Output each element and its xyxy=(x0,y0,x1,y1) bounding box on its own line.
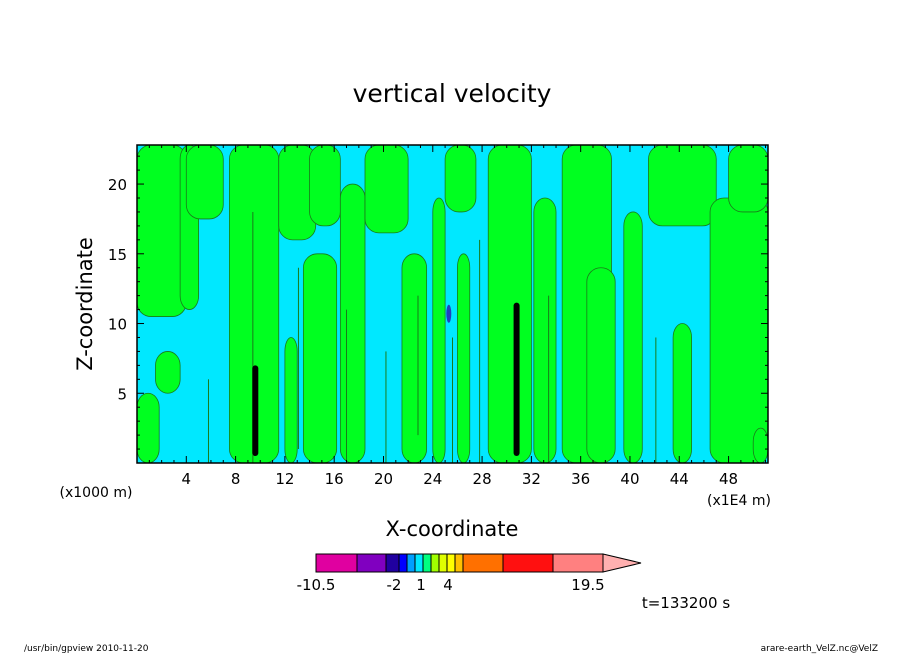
updraft-region xyxy=(432,197,446,464)
updraft-region xyxy=(444,144,477,213)
x-tick-label: 40 xyxy=(620,470,639,488)
x-tick-label: 48 xyxy=(719,470,738,488)
x-tick-label: 4 xyxy=(182,470,192,488)
x-axis-ticks: 4 8 12 16 20 24 28 32 36 40 44 48 xyxy=(148,145,767,488)
updraft-region xyxy=(136,144,187,317)
updraft-region xyxy=(155,351,181,394)
velocity-field xyxy=(136,144,769,464)
y-tick-label: 20 xyxy=(108,176,127,194)
colorbar-label: -2 xyxy=(387,576,402,594)
x-tick-label: 32 xyxy=(522,470,541,488)
updraft-region xyxy=(401,253,428,464)
footer-left: /usr/bin/gpview 2010-11-20 xyxy=(24,644,149,654)
updraft-region xyxy=(364,144,409,234)
colorbar-labels: -10.5 -2 1 4 19.5 xyxy=(297,576,605,594)
updraft-region xyxy=(648,144,717,227)
plot-area xyxy=(136,144,769,464)
updraft-region xyxy=(309,144,341,227)
footer-right: arare-earth_VelZ.nc@VelZ xyxy=(761,644,878,654)
updraft-region xyxy=(586,267,616,464)
updraft-region xyxy=(136,392,160,464)
colorbar-label: 19.5 xyxy=(571,576,604,594)
colorbar-segment xyxy=(430,553,440,573)
colorbar-segment xyxy=(462,553,504,573)
x-scale-label: (x1E4 m) xyxy=(707,493,771,509)
updraft-region xyxy=(457,253,471,464)
updraft-region xyxy=(487,144,532,464)
colorbar-segment xyxy=(356,553,387,573)
colorbar-segment xyxy=(398,553,408,573)
x-tick-label: 44 xyxy=(670,470,689,488)
y-axis-ticks: 5 10 15 20 xyxy=(108,155,768,450)
chart-title: vertical velocity xyxy=(353,79,552,108)
downdraft-spot xyxy=(446,304,452,323)
colorbar-segment xyxy=(438,553,448,573)
colorbar xyxy=(315,553,642,573)
colorbar-label: -10.5 xyxy=(297,576,336,594)
colorbar-segment xyxy=(385,553,400,573)
colorbar-segment xyxy=(502,553,554,573)
y-axis-label: Z-coordinate xyxy=(73,237,97,371)
strong-updraft-core xyxy=(513,302,520,457)
x-tick-label: 8 xyxy=(231,470,241,488)
x-unit-label: (x1000 m) xyxy=(60,485,133,501)
colorbar-label: 4 xyxy=(443,576,453,594)
updraft-region xyxy=(709,197,769,464)
x-axis-label: X-coordinate xyxy=(386,517,519,541)
x-tick-label: 16 xyxy=(325,470,344,488)
x-tick-label: 20 xyxy=(374,470,393,488)
updraft-region xyxy=(752,427,769,464)
colorbar-arrow xyxy=(602,553,642,573)
colorbar-segment xyxy=(552,553,604,573)
x-tick-label: 12 xyxy=(275,470,294,488)
updraft-region xyxy=(302,253,338,464)
colorbar-segment xyxy=(414,553,424,573)
colorbar-segment xyxy=(315,553,358,573)
time-label: t=133200 s xyxy=(642,594,730,612)
colorbar-segment xyxy=(454,553,464,573)
updraft-region xyxy=(672,323,692,464)
x-tick-label: 36 xyxy=(571,470,590,488)
updraft-region xyxy=(185,144,224,220)
colorbar-segment xyxy=(422,553,432,573)
updraft-region xyxy=(533,197,557,464)
updraft-region xyxy=(623,211,643,464)
y-tick-label: 15 xyxy=(108,246,127,264)
strong-updraft-core xyxy=(252,365,259,457)
updraft-region xyxy=(339,183,366,464)
updraft-region xyxy=(284,337,298,464)
colorbar-segment xyxy=(406,553,416,573)
updraft-region xyxy=(728,144,769,213)
x-tick-label: 24 xyxy=(423,470,442,488)
colorbar-label: 1 xyxy=(416,576,426,594)
plot-frame xyxy=(136,144,769,464)
y-tick-label: 5 xyxy=(117,385,127,403)
y-tick-label: 10 xyxy=(108,316,127,334)
x-tick-label: 28 xyxy=(473,470,492,488)
colorbar-segment xyxy=(446,553,456,573)
